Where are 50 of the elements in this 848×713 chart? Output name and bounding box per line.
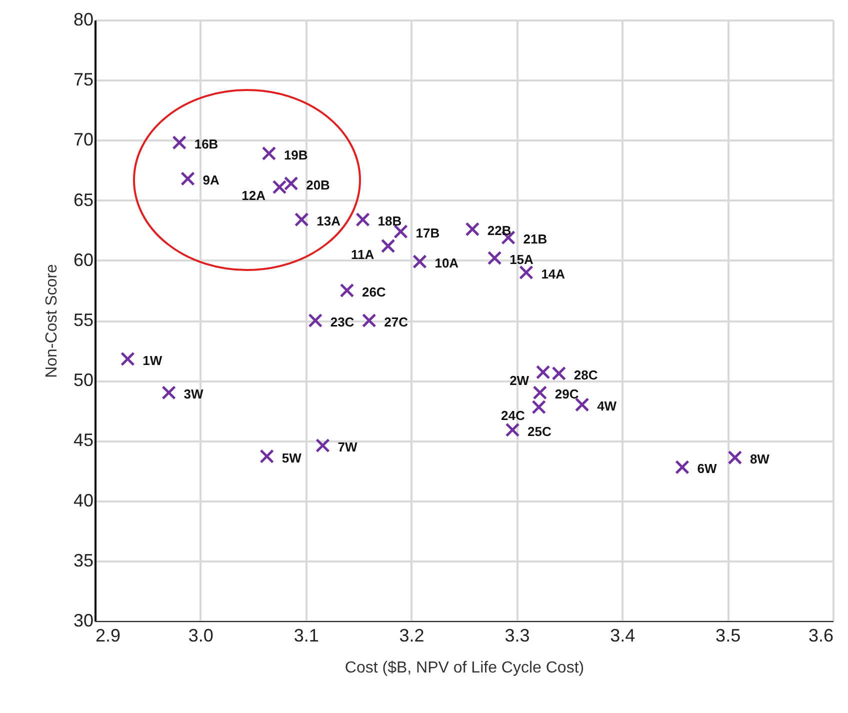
x-tick-label: 3.6 bbox=[808, 626, 834, 646]
annotation: 3W bbox=[184, 386, 204, 402]
y-tick-label: 45 bbox=[73, 430, 94, 450]
x-tick-label: 3.1 bbox=[294, 626, 319, 646]
annotation: 13A bbox=[316, 214, 342, 229]
annotation: 29C bbox=[554, 386, 580, 402]
annotation: 10A bbox=[434, 256, 460, 271]
annotation: 15A bbox=[510, 252, 534, 267]
y-tick-label: 30 bbox=[73, 610, 94, 630]
annotation: 5W bbox=[282, 450, 302, 466]
annotation: 4W bbox=[597, 398, 618, 414]
x-axis-title: Cost ($B, NPV of Life Cycle Cost) bbox=[344, 660, 584, 676]
y-tick-label: 40 bbox=[73, 490, 94, 510]
y-tick-label: 35 bbox=[73, 550, 94, 570]
annotation: 17B bbox=[416, 226, 440, 241]
annotation: 16B bbox=[194, 136, 218, 152]
annotation: 21B bbox=[523, 232, 548, 247]
annotation: 6W bbox=[697, 461, 718, 476]
y-tick-label: 75 bbox=[73, 70, 94, 90]
y-tick-label: 60 bbox=[73, 250, 94, 270]
annotation: 8W bbox=[750, 452, 770, 467]
annotation: 23C bbox=[330, 314, 355, 330]
annotation: 11A bbox=[350, 246, 375, 262]
x-tick-label: 3.2 bbox=[399, 626, 424, 646]
annotation: 24C bbox=[500, 408, 526, 424]
annotation: 18B bbox=[378, 214, 402, 229]
annotation: 26C bbox=[362, 284, 386, 300]
annotation: 2W bbox=[510, 373, 530, 388]
annotation: 28C bbox=[574, 367, 598, 382]
x-tick-label: 3.3 bbox=[504, 626, 530, 646]
y-tick-label: 80 bbox=[73, 10, 94, 30]
x-tick-label: 3.4 bbox=[610, 626, 636, 646]
annotation: 14A bbox=[541, 266, 566, 282]
annotation: 20B bbox=[306, 177, 330, 192]
annotation: 19B bbox=[284, 147, 308, 162]
x-tick-label: 3.5 bbox=[716, 626, 741, 646]
x-tick-label: 3.0 bbox=[188, 626, 214, 646]
x-tick-label: 2.9 bbox=[96, 626, 121, 646]
annotation: 12A bbox=[242, 188, 266, 204]
annotation: 27C bbox=[384, 314, 409, 330]
annotation: 9A bbox=[202, 172, 220, 188]
y-tick-label: 55 bbox=[73, 310, 94, 330]
annotation: 7W bbox=[338, 440, 358, 455]
annotation: 1W bbox=[142, 352, 163, 368]
y-axis-title: Non-Cost Score bbox=[43, 264, 60, 378]
y-tick-label: 65 bbox=[73, 190, 94, 210]
y-tick-label: 70 bbox=[73, 130, 94, 150]
annotation: 25C bbox=[527, 424, 552, 439]
y-tick-label: 50 bbox=[73, 370, 94, 390]
annotation: 22B bbox=[487, 223, 512, 238]
